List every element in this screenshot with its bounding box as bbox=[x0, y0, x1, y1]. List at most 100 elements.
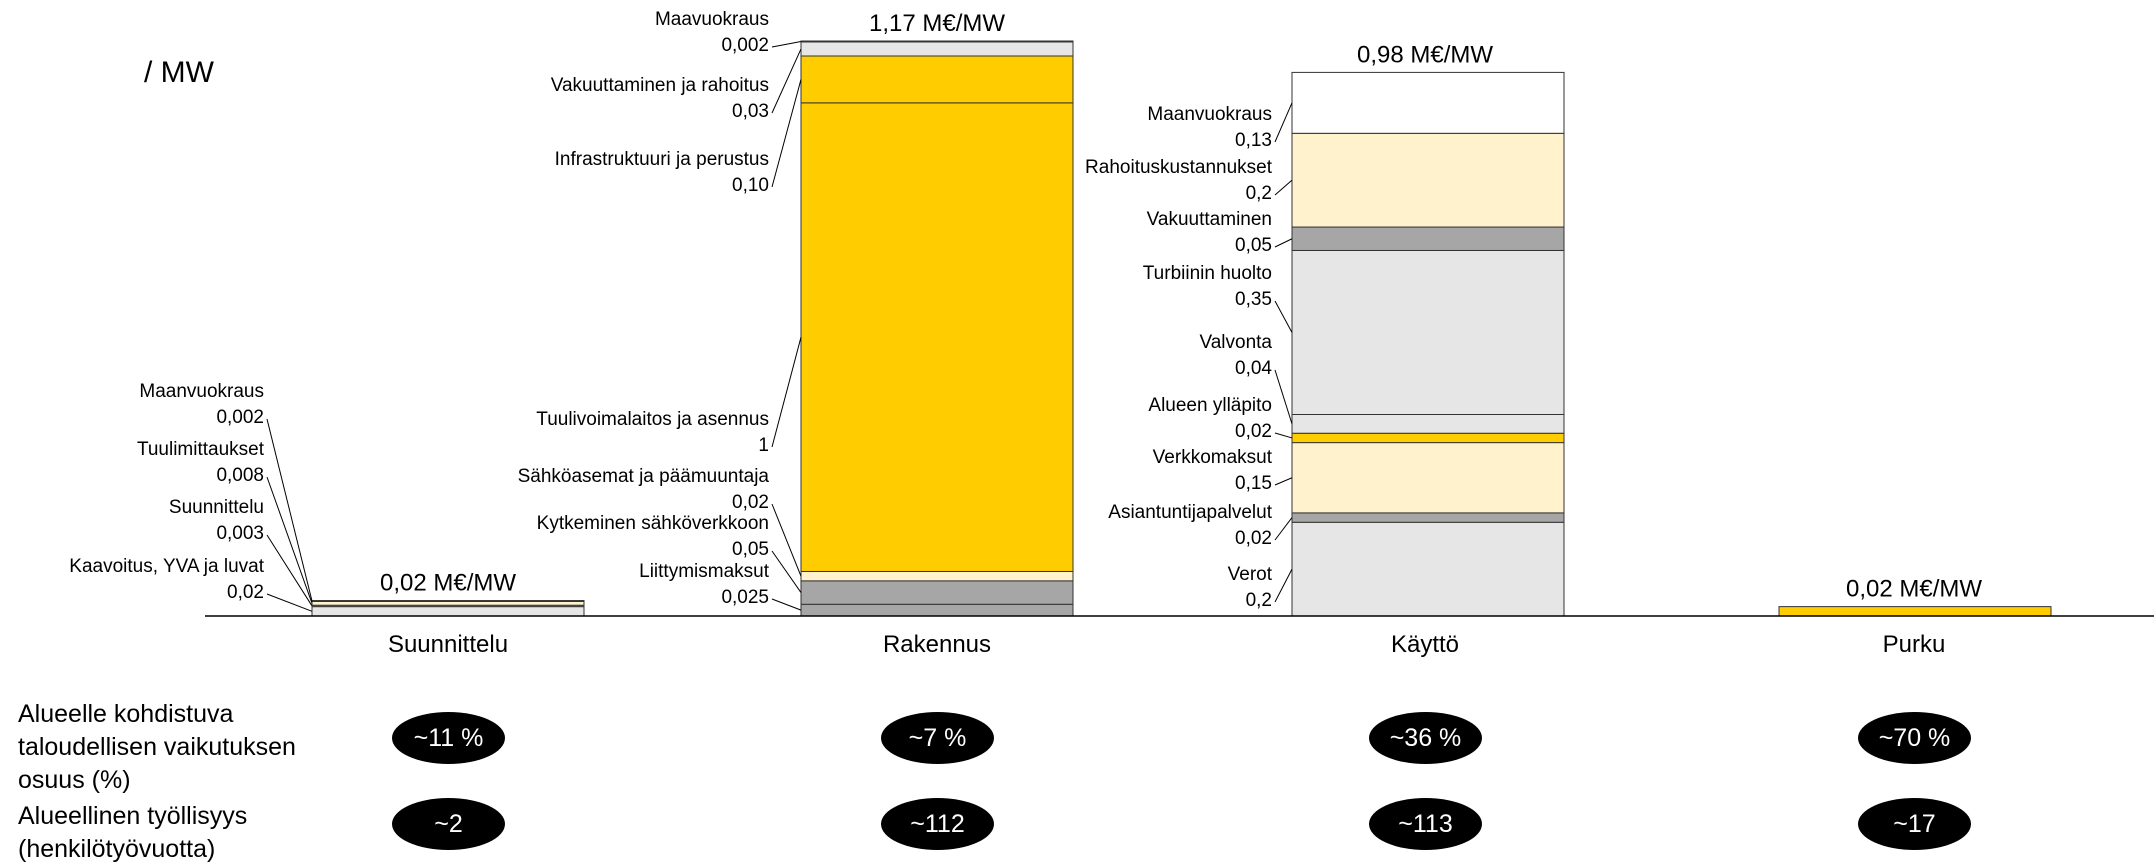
leader-line bbox=[266, 418, 313, 602]
segment-label: Tuulimittaukset bbox=[137, 439, 265, 460]
segment-label: Maanvuokraus bbox=[139, 381, 264, 402]
bar-segment bbox=[311, 600, 585, 606]
segment-label: Valvonta bbox=[1199, 332, 1272, 353]
leader-line bbox=[771, 503, 802, 577]
segment-value: 0,13 bbox=[1235, 130, 1272, 151]
segment-value: 0,02 bbox=[1235, 421, 1272, 442]
value-pill: ~7 % bbox=[881, 712, 994, 764]
chart-title: / MW bbox=[144, 56, 215, 89]
leader-line bbox=[1274, 369, 1293, 425]
segment-label: Maavuokraus bbox=[655, 9, 769, 30]
bar-segment bbox=[1291, 132, 1565, 228]
leader-line bbox=[266, 534, 313, 607]
segment-value: 0,05 bbox=[732, 539, 769, 560]
x-tick-label: Rakennus bbox=[883, 631, 991, 658]
bar-segment bbox=[311, 606, 585, 617]
value-pill: ~36 % bbox=[1369, 712, 1482, 764]
bar-segment bbox=[800, 580, 1074, 605]
leader-line bbox=[1274, 477, 1293, 486]
leader-line bbox=[1274, 568, 1293, 603]
segment-label: Sähköasemat ja päämuuntaja bbox=[518, 466, 770, 487]
bar-segment bbox=[800, 603, 1074, 617]
leader-line bbox=[1274, 238, 1293, 248]
segment-label: Rahoituskustannukset bbox=[1085, 157, 1273, 178]
segment-label: Verkkomaksut bbox=[1153, 447, 1273, 468]
segment-value: 0,008 bbox=[216, 465, 264, 486]
bar-segment bbox=[1778, 606, 2052, 617]
bar-segment bbox=[1291, 442, 1565, 514]
value-pill: ~2 bbox=[392, 798, 505, 850]
segment-label: Kytkeminen sähköverkkoon bbox=[537, 513, 769, 534]
segment-label: Vakuuttaminen ja rahoitus bbox=[551, 75, 769, 96]
leader-line bbox=[771, 48, 802, 114]
segment-label: Kaavoitus, YVA ja luvat bbox=[69, 556, 264, 577]
bar-segment bbox=[311, 600, 585, 602]
bar-segment bbox=[1291, 226, 1565, 251]
row-label: Alueelle kohdistuva taloudellisen vaikut… bbox=[18, 700, 296, 794]
segment-label: Alueen ylläpito bbox=[1148, 395, 1272, 416]
segment-value: 0,35 bbox=[1235, 289, 1272, 310]
leader-line bbox=[1274, 102, 1293, 143]
segment-label: Suunnittelu bbox=[169, 497, 264, 518]
value-pill: ~70 % bbox=[1858, 712, 1971, 764]
leader-line bbox=[771, 550, 802, 593]
leader-line bbox=[266, 593, 313, 612]
leader-line bbox=[1274, 179, 1293, 196]
segment-value: 0,02 bbox=[227, 582, 264, 603]
value-pill: ~17 bbox=[1858, 798, 1971, 850]
leader-line bbox=[771, 337, 802, 448]
leader-line bbox=[771, 79, 802, 188]
leader-line bbox=[1274, 517, 1293, 541]
bar-segment bbox=[1291, 432, 1565, 444]
x-tick-label: Suunnittelu bbox=[388, 631, 508, 658]
value-pill: ~112 bbox=[881, 798, 994, 850]
leader-line bbox=[1274, 300, 1293, 333]
segment-value: 0,002 bbox=[721, 35, 769, 56]
total-label: 0,02 M€/MW bbox=[380, 570, 516, 597]
segment-label: Verot bbox=[1228, 564, 1273, 585]
segment-value: 0,02 bbox=[732, 492, 769, 513]
segment-value: 0,04 bbox=[1235, 358, 1272, 379]
segment-label: Tuulivoimalaitos ja asennus bbox=[536, 409, 769, 430]
segment-label: Liittymismaksut bbox=[639, 561, 770, 582]
segment-value: 1 bbox=[758, 435, 769, 456]
bar-segment bbox=[1291, 521, 1565, 617]
segment-value: 0,03 bbox=[732, 101, 769, 122]
bar-segment bbox=[800, 55, 1074, 104]
segment-value: 0,025 bbox=[721, 587, 769, 608]
segment-value: 0,2 bbox=[1246, 590, 1272, 611]
bar-segment bbox=[800, 40, 1074, 43]
leader-line bbox=[1274, 432, 1293, 439]
segment-value: 0,002 bbox=[216, 407, 264, 428]
segment-value: 0,05 bbox=[1235, 235, 1272, 256]
x-tick-label: Käyttö bbox=[1391, 631, 1459, 658]
x-tick-label: Purku bbox=[1883, 631, 1946, 658]
total-label: 1,17 M€/MW bbox=[869, 10, 1005, 37]
segment-label: Turbiinin huolto bbox=[1143, 263, 1272, 284]
segment-label: Asiantuntijapalvelut bbox=[1108, 502, 1272, 523]
leader-line bbox=[771, 598, 802, 611]
bar-segment bbox=[1291, 512, 1565, 523]
bar-segment bbox=[1291, 249, 1565, 415]
segment-value: 0,15 bbox=[1235, 473, 1272, 494]
leader-line bbox=[266, 476, 313, 604]
total-label: 0,98 M€/MW bbox=[1357, 41, 1493, 68]
total-label: 0,02 M€/MW bbox=[1846, 576, 1982, 603]
bar-segment bbox=[1291, 71, 1565, 134]
leader-line bbox=[771, 40, 802, 48]
bar-segment bbox=[800, 102, 1074, 572]
row-label: Alueellinen työllisyys (henkilötyövuotta… bbox=[18, 802, 248, 862]
segment-value: 0,02 bbox=[1235, 528, 1272, 549]
segment-label: Vakuuttaminen bbox=[1147, 209, 1272, 230]
segment-label: Maanvuokraus bbox=[1147, 104, 1272, 125]
segment-value: 0,2 bbox=[1246, 183, 1272, 204]
bar-segment bbox=[1291, 413, 1565, 434]
bar-segment bbox=[800, 570, 1074, 582]
segment-value: 0,10 bbox=[732, 175, 769, 196]
segment-label: Infrastruktuuri ja perustus bbox=[555, 149, 769, 170]
bar-segment bbox=[800, 41, 1074, 57]
value-pill: ~11 % bbox=[392, 712, 505, 764]
segment-value: 0,003 bbox=[216, 523, 264, 544]
